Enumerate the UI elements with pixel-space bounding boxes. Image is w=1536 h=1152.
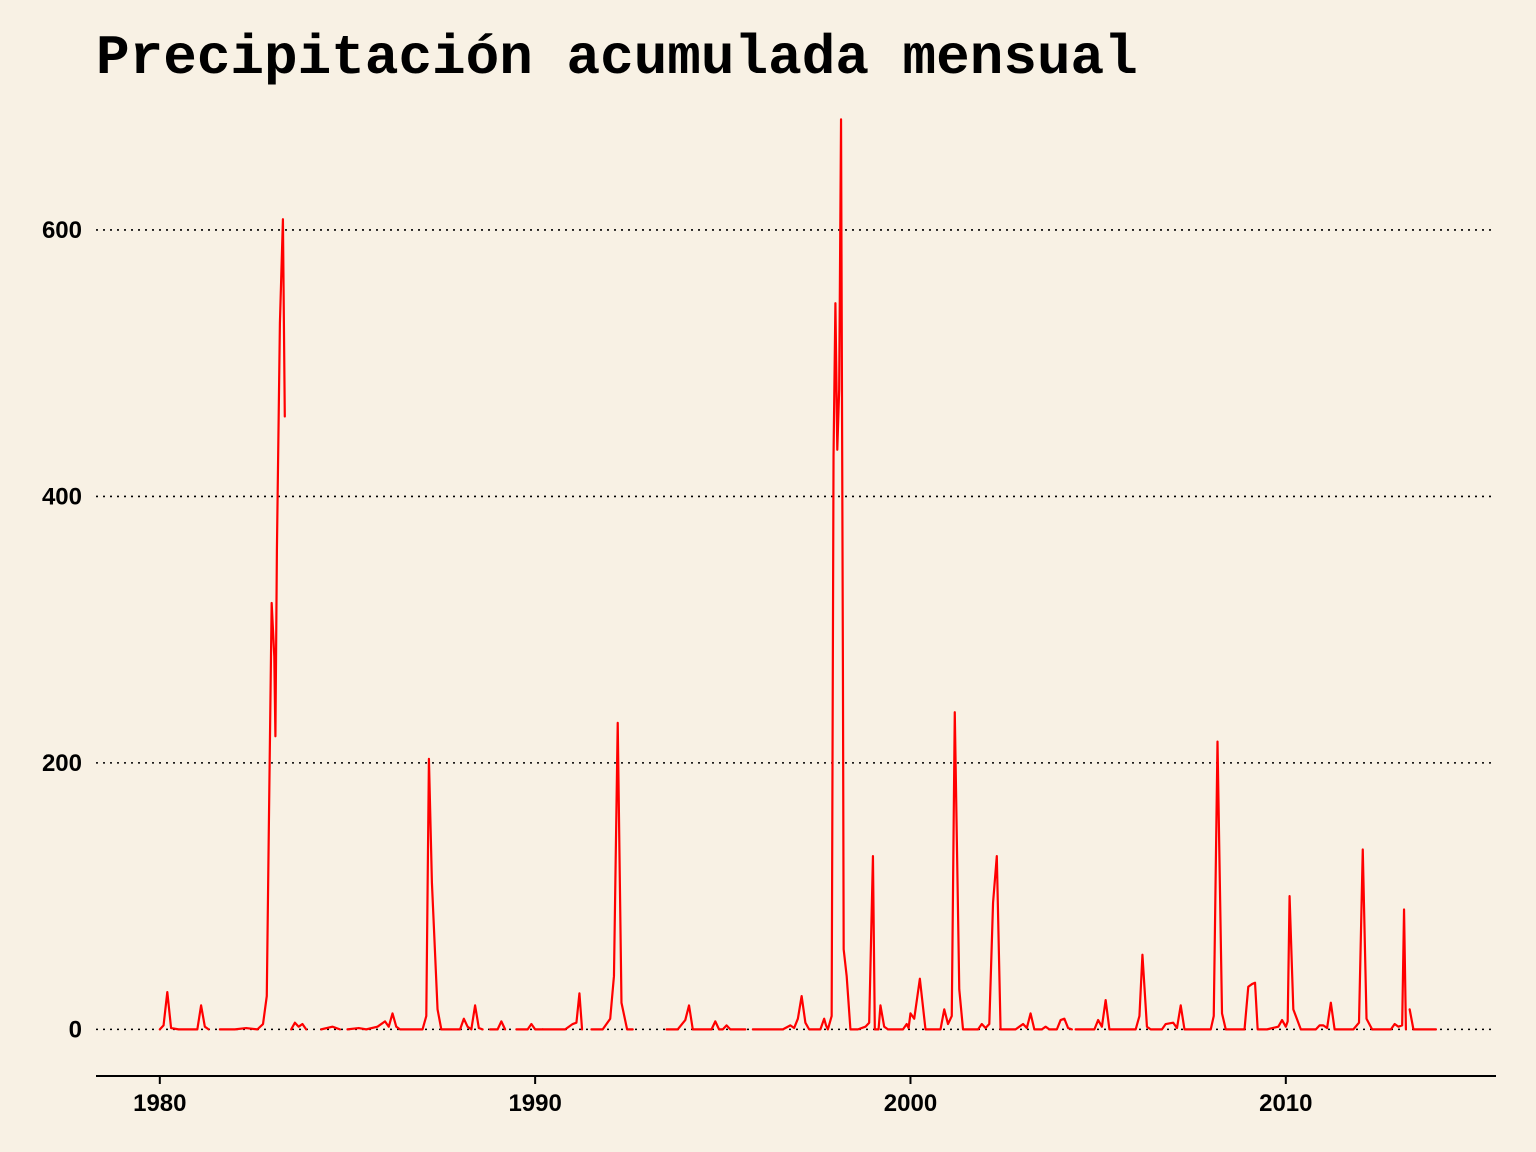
series-line-segment-4 [346, 757, 484, 1031]
gridlines [96, 229, 1496, 1031]
x-tick-label: 2010 [1259, 1090, 1312, 1117]
x-tick-label: 1980 [133, 1090, 186, 1117]
series-line-segment-6 [515, 1022, 544, 1031]
x-tick-label: 1990 [508, 1090, 561, 1117]
series-line-segment-3 [320, 1025, 342, 1031]
chart-title: Precipitación acumulada mensual [96, 26, 1138, 90]
series-line-segment-0 [158, 990, 210, 1031]
y-tick-label: 600 [42, 217, 82, 244]
x-axis-ticks: 1980 1990 2000 2010 [133, 1076, 1313, 1117]
series-line-segment-11 [1074, 740, 1408, 1031]
series-line-segment-7 [541, 992, 584, 1031]
series-line-segment-8 [590, 721, 634, 1031]
series-line-segment-1 [218, 218, 286, 1031]
y-tick-label: 200 [42, 750, 82, 777]
series-precipitation [158, 118, 1438, 1031]
y-axis-ticks: 0 200 400 600 [42, 217, 82, 1043]
x-tick-label: 2000 [884, 1090, 937, 1117]
y-tick-label: 400 [42, 483, 82, 510]
series-line-segment-12 [1408, 1008, 1438, 1031]
y-tick-label: 0 [69, 1016, 82, 1043]
series-line-segment-9 [665, 1004, 747, 1031]
series-line-segment-2 [290, 1021, 308, 1031]
series-line-segment-10 [751, 118, 1073, 1031]
series-line-segment-5 [489, 1020, 507, 1031]
